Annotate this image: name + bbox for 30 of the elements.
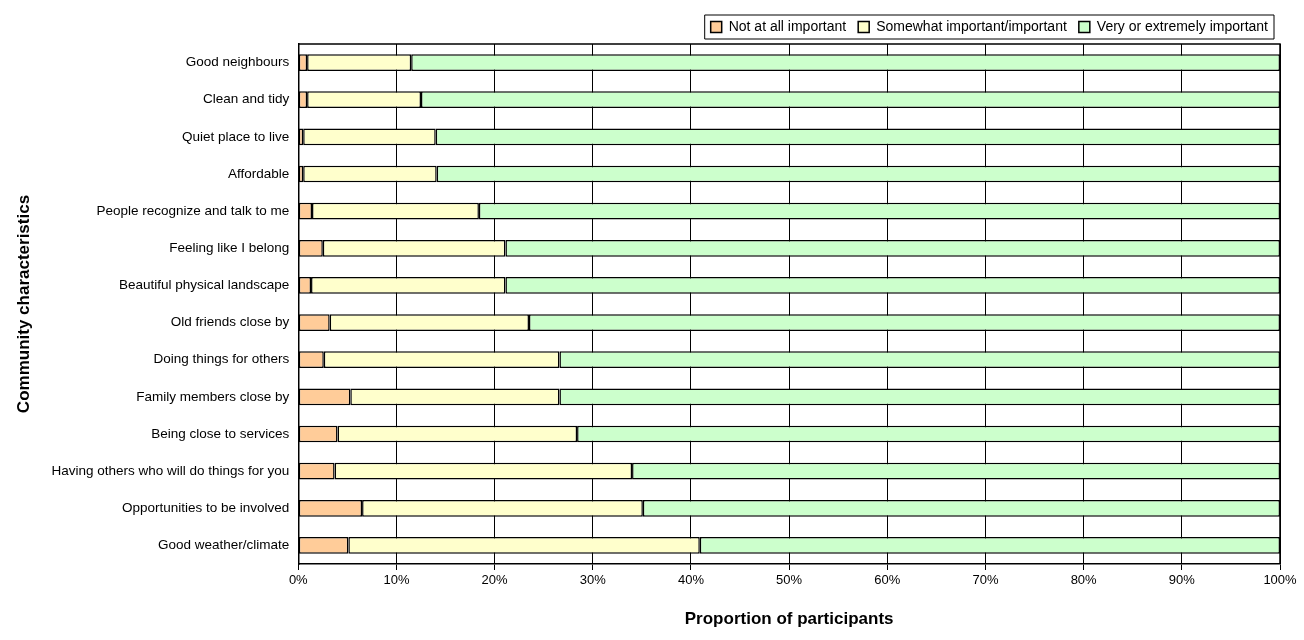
y-tick-label: Old friends close by bbox=[170, 314, 290, 330]
x-tick-label: 40% bbox=[677, 572, 705, 588]
x-tick-label: 50% bbox=[776, 572, 803, 588]
y-tick-label: Doing things for others bbox=[153, 351, 290, 367]
y-tick-label: Opportunities to be involved bbox=[121, 500, 290, 515]
x-tick-label: 60% bbox=[874, 572, 901, 588]
y-tick-label: Feeling like I belong bbox=[169, 240, 290, 255]
legend-label: Very or extremely important bbox=[1096, 17, 1269, 34]
y-tick-label: Beautiful physical landscape bbox=[118, 277, 290, 293]
x-tick-label: 100% bbox=[1263, 572, 1298, 588]
x-axis-title: Proportion of participants bbox=[684, 609, 894, 629]
x-tick-label: 0% bbox=[288, 572, 309, 588]
y-axis-title: Community characteristics bbox=[13, 194, 33, 414]
y-tick-label: Affordable bbox=[227, 165, 290, 181]
y-tick-label: Family members close by bbox=[136, 388, 290, 404]
x-tick-label: 20% bbox=[481, 572, 509, 588]
y-tick-label: Good neighbours bbox=[185, 54, 290, 70]
legend-label: Somewhat important/important bbox=[876, 17, 1067, 34]
x-tick-label: 90% bbox=[1168, 572, 1196, 588]
y-tick-label: Being close to services bbox=[151, 425, 290, 441]
y-tick-label: Clean and tidy bbox=[202, 91, 290, 107]
x-tick-label: 10% bbox=[383, 572, 410, 588]
legend-label: Not at all important bbox=[728, 17, 847, 34]
y-tick-label: Having others who will do things for you bbox=[51, 462, 290, 478]
x-tick-label: 80% bbox=[1070, 572, 1098, 588]
x-tick-label: 70% bbox=[972, 572, 999, 588]
y-tick-label: Quiet place to live bbox=[181, 128, 290, 144]
y-tick-label: People recognize and talk to me bbox=[96, 202, 290, 218]
y-tick-label: Good weather/climate bbox=[157, 537, 290, 553]
x-tick-label: 30% bbox=[579, 572, 607, 588]
